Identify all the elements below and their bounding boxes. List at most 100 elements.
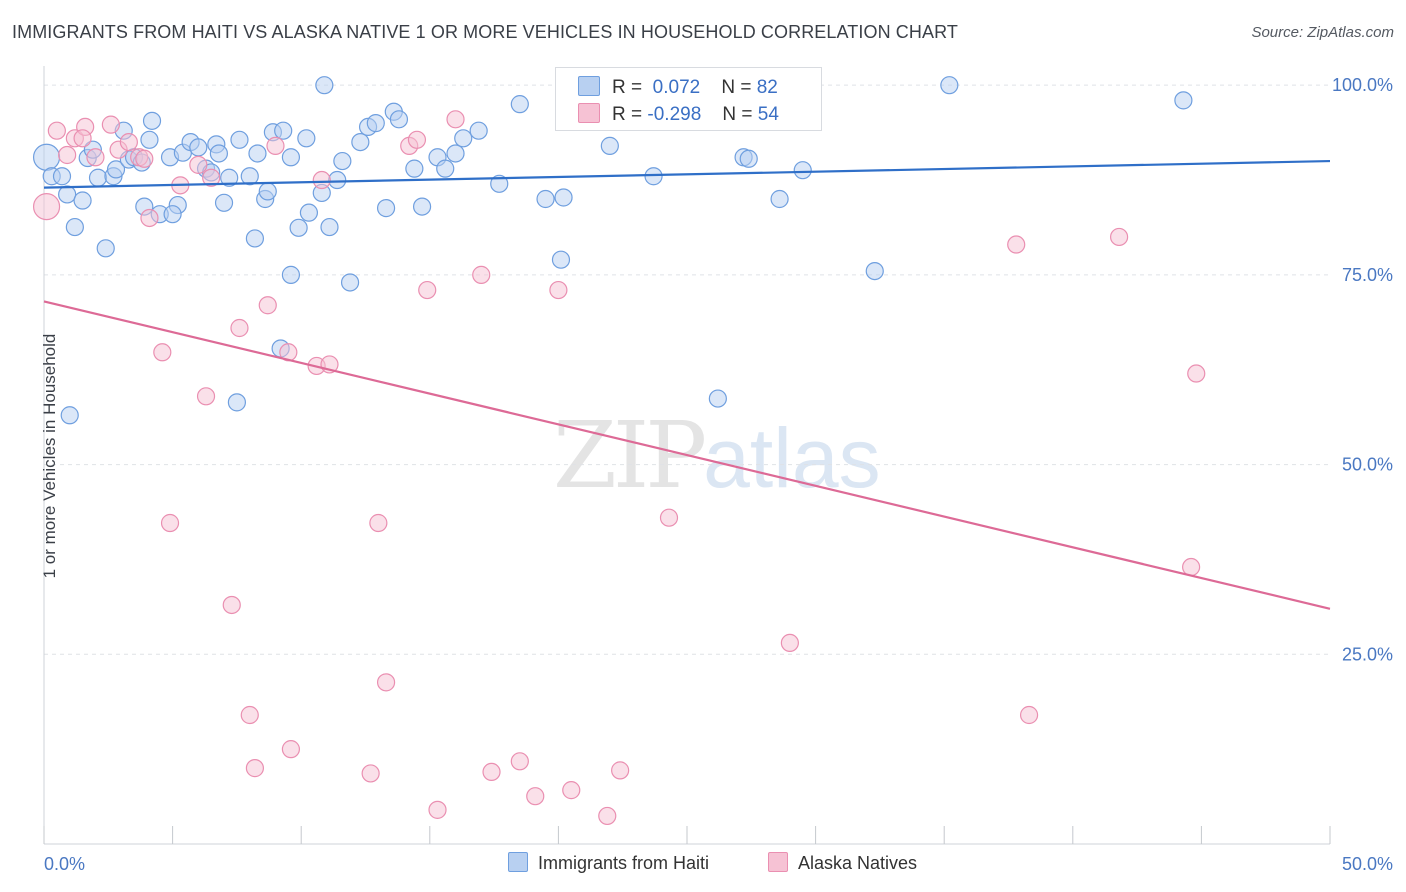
- alaska-point: [1019, 705, 1039, 725]
- haiti-point: [96, 239, 115, 258]
- legend-row-haiti: R = 0.072 N = 82: [578, 76, 778, 99]
- haiti-swatch: [578, 76, 600, 96]
- alaska-point: [119, 132, 138, 152]
- haiti-point: [770, 189, 789, 209]
- chart-source: Source: ZipAtlas.com: [1251, 24, 1394, 41]
- watermark: ZIPatlas: [553, 402, 881, 509]
- haiti-point: [32, 143, 61, 171]
- y-tick-label: 50.0%: [1342, 455, 1393, 475]
- alaska-point: [1007, 235, 1026, 254]
- haiti-point: [320, 217, 339, 237]
- alaska-point: [611, 761, 630, 780]
- haiti-point: [554, 188, 573, 207]
- alaska-point: [526, 787, 545, 806]
- haiti-legend-label: Immigrants from Haiti: [538, 853, 710, 873]
- alaska-point: [1187, 364, 1206, 383]
- haiti-point: [600, 136, 619, 155]
- x-tick-label-max: 50.0%: [1342, 854, 1393, 874]
- haiti-point: [289, 218, 308, 237]
- haiti-point: [940, 76, 959, 95]
- haiti-point: [245, 229, 265, 248]
- y-axis-title: 1 or more Vehicles in Household: [40, 333, 59, 579]
- alaska-point: [196, 387, 216, 406]
- alaska-point: [258, 296, 277, 315]
- haiti-point: [189, 138, 208, 157]
- alaska-trend-line: [43, 300, 1331, 610]
- alaska-r-value: -0.298: [647, 104, 702, 125]
- alaska-point: [312, 170, 331, 190]
- y-tick-label: 25.0%: [1342, 644, 1393, 664]
- haiti-point: [65, 217, 84, 237]
- alaska-point: [32, 192, 61, 221]
- alaska-point: [160, 513, 180, 533]
- haiti-point: [340, 273, 360, 292]
- alaska-point: [510, 752, 529, 771]
- haiti-point: [140, 130, 159, 149]
- y-tick-label: 100.0%: [1332, 75, 1393, 95]
- alaska-point: [153, 343, 172, 362]
- alaska-point: [780, 633, 799, 653]
- haiti-point: [281, 265, 301, 284]
- haiti-point: [793, 161, 812, 180]
- haiti-point: [230, 130, 249, 149]
- r-label: R =: [612, 104, 643, 125]
- n-label: N =: [722, 104, 753, 125]
- alaska-point: [598, 806, 617, 826]
- alaska-point: [562, 781, 581, 800]
- watermark-atlas: atlas: [703, 411, 881, 505]
- haiti-point: [209, 144, 228, 163]
- alaska-point: [135, 149, 154, 168]
- alaska-point: [140, 208, 159, 228]
- haiti-point: [389, 110, 409, 129]
- alaska-point: [446, 110, 465, 129]
- alaska-swatch: [578, 103, 600, 123]
- alaska-legend-label: Alaska Natives: [798, 853, 918, 873]
- haiti-point: [412, 197, 432, 216]
- haiti-point: [299, 203, 319, 222]
- chart-title: IMMIGRANTS FROM HAITI VS ALASKA NATIVE 1…: [12, 22, 958, 42]
- alaska-point: [58, 145, 77, 165]
- alaska-point: [428, 800, 447, 819]
- watermark-zip: ZIP: [553, 402, 707, 509]
- haiti-point: [297, 129, 316, 148]
- haiti-point: [1174, 91, 1193, 110]
- alaska-point: [659, 508, 679, 527]
- haiti-point: [865, 261, 884, 281]
- alaska-point: [86, 148, 105, 167]
- haiti-point: [446, 144, 465, 163]
- haiti-point: [88, 168, 108, 187]
- bottom-legend-alaska: Alaska Natives: [768, 852, 917, 874]
- haiti-point: [536, 189, 555, 209]
- legend-row-alaska: R = -0.298 N = 54: [578, 103, 779, 126]
- alaska-point: [230, 318, 249, 338]
- alaska-point: [549, 280, 568, 300]
- haiti-point: [142, 111, 162, 130]
- haiti-point: [366, 114, 385, 133]
- haiti-point: [333, 151, 352, 171]
- haiti-point: [551, 250, 571, 269]
- haiti-trend-line: [43, 159, 1331, 189]
- alaska-legend-swatch: [768, 852, 788, 872]
- alaska-point: [189, 155, 208, 174]
- haiti-point: [258, 182, 277, 201]
- alaska-point: [101, 115, 120, 134]
- r-label: R =: [612, 77, 643, 98]
- alaska-point: [482, 762, 501, 782]
- haiti-point: [281, 148, 301, 167]
- n-label: N =: [721, 77, 752, 98]
- haiti-point: [227, 393, 246, 412]
- haiti-point: [60, 406, 79, 425]
- alaska-point: [240, 705, 259, 725]
- haiti-point: [248, 144, 267, 163]
- alaska-point: [1109, 227, 1129, 247]
- haiti-point: [240, 167, 259, 186]
- alaska-point: [369, 513, 388, 533]
- alaska-point: [1182, 557, 1201, 577]
- haiti-point: [220, 168, 239, 187]
- alaska-point: [222, 595, 241, 615]
- haiti-point: [351, 132, 370, 152]
- alaska-point: [202, 168, 221, 187]
- alaska-point: [376, 673, 396, 692]
- haiti-point: [454, 129, 473, 148]
